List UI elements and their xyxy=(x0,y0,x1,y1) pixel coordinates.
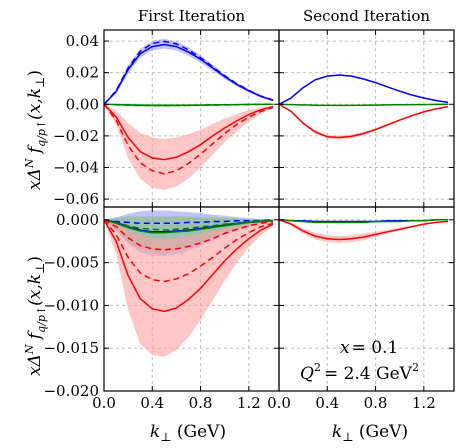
series-dashed-red xyxy=(104,219,274,283)
panel-top-right: Second Iteration xyxy=(278,7,455,208)
band-red xyxy=(279,104,448,140)
annotation-q2: Q2 = 2.4 GeV2 xyxy=(300,361,419,384)
panel-top-left: 0.04 0.02 0.00 −0.02 −0.04 −0.06 First Iterati… xyxy=(53,7,280,208)
series-dashed2-red xyxy=(104,219,274,251)
band-blue xyxy=(104,38,273,105)
series-dashed-blue xyxy=(104,40,274,105)
x-tick-label: 1.2 xyxy=(412,394,436,412)
x-tick-label: 0.8 xyxy=(189,394,213,412)
tick-marks xyxy=(103,30,279,207)
x-tick-label: 1.2 xyxy=(237,394,261,412)
panels: 0.04 0.02 0.00 −0.02 −0.04 −0.06 First Iterati… xyxy=(43,7,455,412)
series-line-red xyxy=(279,219,449,241)
series-dashed-green xyxy=(104,219,273,231)
y-tick-label: 0.02 xyxy=(66,64,99,82)
series-line-green xyxy=(279,103,449,107)
plot-area xyxy=(279,219,449,243)
band-red xyxy=(104,104,273,190)
series-line-blue xyxy=(279,74,449,105)
series-line-red xyxy=(104,219,274,313)
y-tick-label: 0.04 xyxy=(66,32,99,50)
y-tick-label: −0.02 xyxy=(53,127,99,145)
panel-title: First Iteration xyxy=(138,7,246,25)
panel-bottom-right: 0.0 0.4 0.8 1.2 xyxy=(267,206,455,412)
panel-title: Second Iteration xyxy=(303,7,430,25)
y-tick-label: −0.005 xyxy=(43,254,99,272)
y-tick-label: 0.00 xyxy=(66,95,99,113)
x-tick-label: 0.8 xyxy=(364,394,388,412)
tick-marks xyxy=(278,30,454,207)
y-tick-label: −0.020 xyxy=(43,382,99,400)
annotation-x: x = 0.1 xyxy=(340,338,398,358)
series-line-red xyxy=(104,103,274,161)
y-tick-label: −0.015 xyxy=(43,339,99,357)
y-tick-label: −0.010 xyxy=(43,296,99,314)
plot-area xyxy=(279,74,449,140)
x-axis-label-right: k⊥ (GeV) xyxy=(332,422,408,444)
y-axis-label-bottom: xΔN fq/p↑(x,k⊥) xyxy=(23,256,48,376)
y-tick-label: −0.04 xyxy=(53,158,99,176)
y-tick-label: 0.000 xyxy=(56,211,99,229)
panel-frame xyxy=(278,206,455,392)
tick-marks xyxy=(278,207,454,392)
plot-area xyxy=(104,210,274,357)
plot-area xyxy=(104,38,274,190)
x-tick-label: 0.0 xyxy=(267,394,291,412)
series-line-green xyxy=(279,219,448,224)
panel-frame xyxy=(278,29,455,208)
tick-marks xyxy=(103,207,279,392)
y-axis-label-top: xΔN fq/p↑(x,k⊥) xyxy=(23,70,48,190)
x-axis-label-left: k⊥ (GeV) xyxy=(150,422,226,444)
x-tick-label: 0.4 xyxy=(315,394,339,412)
x-tick-label: 0.0 xyxy=(92,394,116,412)
x-tick-label: 0.4 xyxy=(140,394,164,412)
y-tick-label: −0.06 xyxy=(53,190,99,208)
series-dashed-blue xyxy=(104,219,274,225)
grid xyxy=(279,30,454,207)
series-dashed-green xyxy=(104,103,274,107)
series-line-green xyxy=(104,219,274,234)
series-dashed-red xyxy=(104,103,274,175)
series-line-red xyxy=(279,103,449,139)
